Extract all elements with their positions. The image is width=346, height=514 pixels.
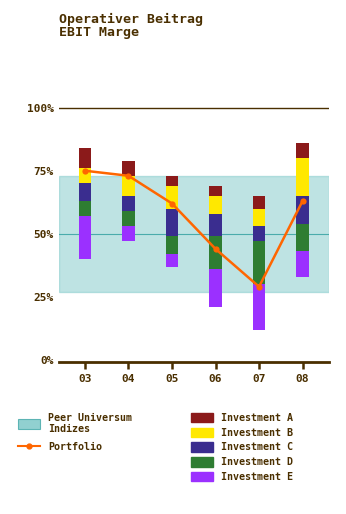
Bar [166,186,178,209]
Text: Operativer Beitrag: Operativer Beitrag [59,13,203,26]
Bar [209,269,222,307]
Text: EBIT Marge: EBIT Marge [59,26,139,39]
Bar [166,236,178,254]
Bar [297,158,309,196]
Bar [253,209,265,226]
Bar [253,284,265,329]
Bar [297,224,309,251]
Bar [79,183,91,201]
Bar [166,209,178,236]
Bar [297,143,309,158]
Bar [79,148,91,168]
Bar [79,168,91,183]
Bar [79,201,91,216]
Bar [122,161,135,176]
Bar [209,214,222,236]
Bar [253,196,265,209]
Legend: Investment A, Investment B, Investment C, Investment D, Investment E: Investment A, Investment B, Investment C… [191,413,293,482]
Bar [122,196,135,211]
Bar [59,176,329,292]
Bar [297,196,309,224]
Bar [253,242,265,284]
Bar [209,186,222,196]
Bar [166,176,178,186]
Bar [209,196,222,214]
Bar [297,251,309,277]
Bar [122,226,135,242]
Bar [122,211,135,226]
Bar [209,236,222,269]
Bar [166,254,178,267]
Bar [79,216,91,259]
Bar [253,226,265,242]
Bar [122,176,135,196]
